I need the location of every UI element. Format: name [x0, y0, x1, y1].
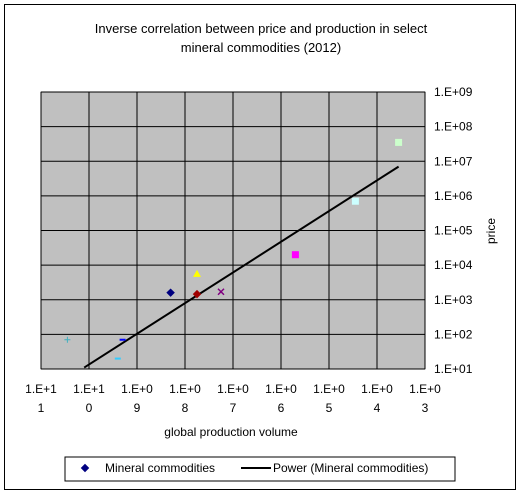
grid-lines — [40, 91, 426, 370]
x-axis-tick-labels: 1.E+1 1 1.E+1 0 1.E+0 9 1.E+0 8 1.E+0 7 1.E+0 6 1.E+… — [25, 382, 441, 415]
y-tick-label: 1.E+03 — [434, 293, 473, 307]
y-tick-label: 1.E+02 — [434, 327, 473, 341]
x-tick-label-continued: 5 — [326, 401, 333, 415]
data-point-square — [395, 138, 403, 146]
data-point-triangle — [193, 269, 201, 277]
chart-title: Inverse correlation between price and pr… — [5, 19, 517, 57]
x-tick-label: 1.E+0 — [169, 382, 201, 396]
x-tick-label: 1.E+1 — [73, 382, 105, 396]
x-tick-label: 1.E+0 — [313, 382, 345, 396]
x-tick-label-continued: 7 — [230, 401, 237, 415]
x-axis-label: global production volume — [164, 425, 298, 439]
x-tick-label: 1.E+0 — [409, 382, 441, 396]
y-tick-label: 1.E+09 — [434, 85, 473, 99]
legend: Mineral commodities Power (Mineral commo… — [64, 456, 456, 482]
data-point-plus — [64, 336, 71, 343]
legend-label-trendline: Power (Mineral commodities) — [273, 461, 428, 475]
data-point-x — [217, 288, 225, 296]
scatter-chart: 1.E+011.E+021.E+031.E+041.E+051.E+061.E+… — [25, 85, 498, 482]
legend-marker-diamond — [80, 463, 90, 473]
chart-title-line-2: mineral commodities (2012) — [180, 40, 342, 55]
chart-frame: Inverse correlation between price and pr… — [4, 4, 516, 490]
data-point-diamond — [192, 289, 202, 299]
x-tick-label: 1.E+0 — [361, 382, 393, 396]
legend-label-series: Mineral commodities — [105, 461, 215, 475]
y-tick-label: 1.E+07 — [434, 154, 473, 168]
y-tick-label: 1.E+04 — [434, 258, 473, 272]
chart-title-line-1: Inverse correlation between price and pr… — [94, 21, 428, 36]
data-point-diamond — [166, 288, 175, 297]
x-tick-label-continued: 1 — [38, 401, 45, 415]
y-axis-tick-labels: 1.E+01 1.E+02 1.E+03 1.E+04 1.E+05 1.E+06 1.E+… — [434, 85, 473, 376]
y-tick-label: 1.E+05 — [434, 224, 473, 238]
x-tick-label-continued: 4 — [374, 401, 381, 415]
x-tick-label-continued: 9 — [134, 401, 141, 415]
data-point-square — [291, 251, 299, 259]
y-axis-label: price — [484, 218, 498, 244]
x-tick-label-continued: 3 — [422, 401, 429, 415]
y-tick-label: 1.E+08 — [434, 120, 473, 134]
x-tick-label: 1.E+1 — [25, 382, 57, 396]
power-trendline — [83, 165, 400, 369]
x-tick-label-continued: 0 — [86, 401, 93, 415]
x-tick-label-continued: 8 — [182, 401, 189, 415]
x-tick-label-continued: 6 — [278, 401, 285, 415]
x-tick-label: 1.E+0 — [121, 382, 153, 396]
data-point-square — [351, 197, 359, 205]
y-tick-label: 1.E+01 — [434, 362, 473, 376]
data-points — [64, 138, 403, 360]
y-tick-label: 1.E+06 — [434, 189, 473, 203]
x-tick-label: 1.E+0 — [217, 382, 249, 396]
x-tick-label: 1.E+0 — [265, 382, 297, 396]
